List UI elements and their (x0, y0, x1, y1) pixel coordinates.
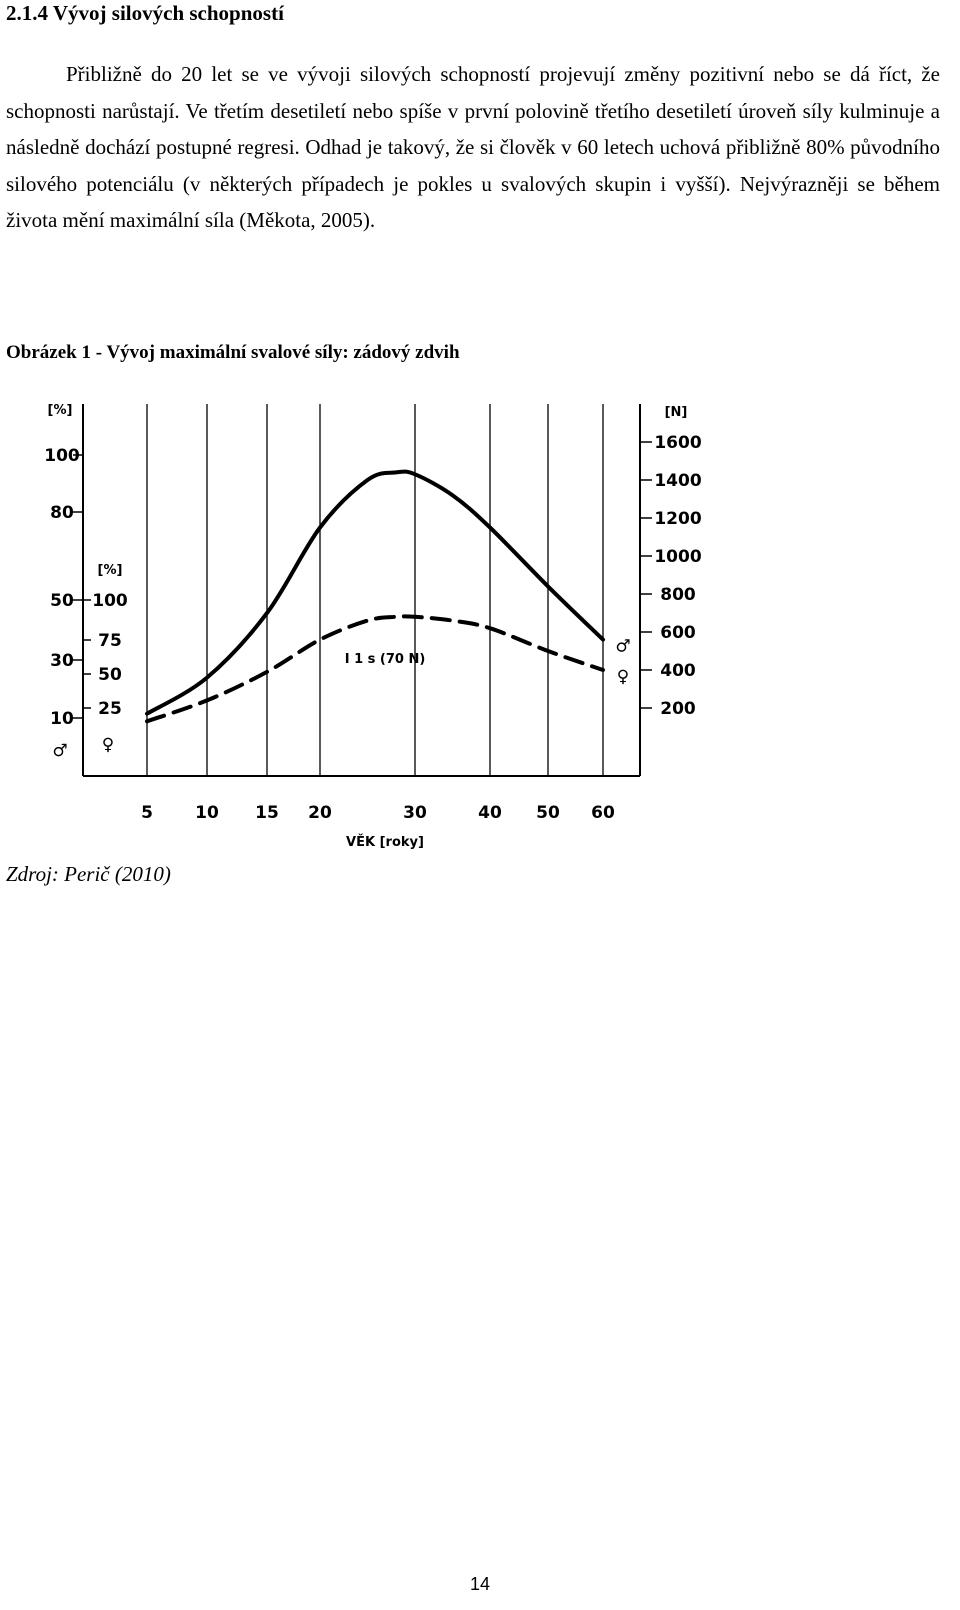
chart-series (145, 469, 605, 724)
x-tick-label: 15 (255, 803, 279, 823)
right-tick-label: 1400 (654, 471, 701, 491)
female-symbol-left: ♀ (102, 735, 114, 755)
right-tick-label: 1200 (654, 509, 701, 529)
chart-labels: 5 10 15 20 30 40 50 60 VĚK [roky] [%] 100 80 50 30 10 ♂… (44, 403, 702, 850)
right-tick-label: 1600 (654, 433, 701, 453)
x-tick-label: 10 (195, 803, 219, 823)
strength-development-chart: 5 10 15 20 30 40 50 60 VĚK [roky] [%] 100 80 50 30 10 ♂… (0, 378, 960, 878)
left-inner-tick-label: 25 (98, 699, 122, 719)
error-bar-annotation: I 1 s (70 N) (345, 652, 426, 667)
x-axis-label: VĚK [roky] (346, 834, 424, 850)
figure-caption: Obrázek 1 - Vývoj maximální svalové síly… (6, 342, 460, 363)
page-number: 14 (469, 1574, 491, 1594)
left-outer-tick-label: 80 (50, 503, 74, 523)
female-series-line (145, 614, 605, 724)
figure-source: Zdroj: Perič (2010) (6, 862, 171, 886)
left-inner-tick-label: 75 (98, 631, 122, 651)
right-tick-label: 1000 (654, 547, 701, 567)
male-series-line (145, 469, 605, 716)
chart-svg: 5 10 15 20 30 40 50 60 VĚK [roky] [%] 100 80 50 30 10 ♂… (44, 403, 702, 850)
right-tick-label: 200 (660, 699, 696, 719)
x-tick-label: 5 (141, 803, 153, 823)
left-outer-tick-label: 30 (50, 651, 74, 671)
right-tick-label: 600 (660, 623, 696, 643)
left-outer-tick-label: 100 (44, 446, 80, 466)
series-symbol: ♀ (617, 667, 629, 687)
left-outer-unit: [%] (48, 403, 73, 418)
chart-grid (146, 404, 604, 776)
left-inner-unit: [%] (98, 563, 123, 578)
left-outer-tick-label: 10 (50, 709, 74, 729)
x-tick-label: 60 (591, 803, 615, 823)
x-tick-label: 40 (478, 803, 502, 823)
chart-axes (73, 404, 652, 777)
left-inner-tick-label: 50 (98, 665, 122, 685)
right-axis-unit: [N] (665, 405, 688, 420)
x-tick-label: 30 (403, 803, 427, 823)
left-inner-tick-label: 100 (92, 591, 128, 611)
left-outer-tick-label: 50 (50, 591, 74, 611)
x-tick-label: 50 (536, 803, 560, 823)
right-tick-label: 800 (660, 585, 696, 605)
right-tick-label: 400 (660, 661, 696, 681)
series-symbol: ♂ (615, 637, 630, 657)
body-paragraph: Přibližně do 20 let se ve vývoji silovýc… (6, 62, 940, 232)
section-heading: 2.1.4 Vývoj silových schopností (6, 1, 284, 25)
x-tick-label: 20 (308, 803, 332, 823)
male-symbol: ♂ (52, 741, 67, 761)
